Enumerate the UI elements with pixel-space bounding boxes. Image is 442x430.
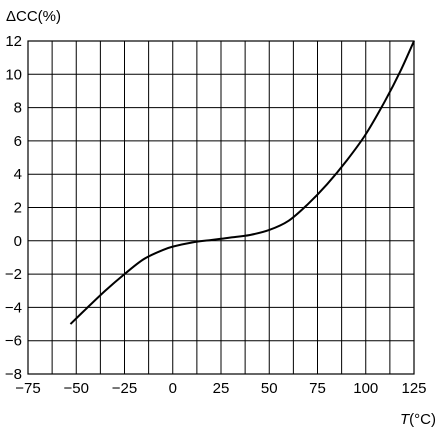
x-axis-unit: (°C) [409,411,436,428]
x-tick-labels: −75 −50 −25 0 25 50 75 100 125 [15,380,426,397]
series-line [69,40,415,325]
y-tick-label: 0 [14,233,22,250]
x-tick-label: −50 [64,380,89,397]
y-tick-label: 6 [14,133,22,150]
x-tick-label: 50 [261,380,278,397]
x-tick-label: 75 [309,380,326,397]
x-tick-label: 0 [169,380,177,397]
y-tick-label: 10 [5,66,22,83]
x-tick-label: 125 [401,380,426,397]
x-axis-label: T(°C) [400,411,436,428]
y-tick-label: −2 [5,266,22,283]
y-axis-label: ΔCC(%) [6,8,61,25]
y-tick-label: −4 [5,299,22,316]
y-tick-labels: −8 −6 −4 −2 0 2 4 6 8 10 12 [5,33,22,383]
y-tick-label: −6 [5,333,22,350]
x-tick-label: 25 [213,380,230,397]
y-tick-label: −8 [5,366,22,383]
x-tick-label: 100 [353,380,378,397]
y-tick-label: 12 [5,33,22,50]
x-tick-label: −25 [112,380,137,397]
y-tick-label: 8 [14,100,22,117]
grid [27,40,415,375]
x-axis-variable: T [400,411,411,428]
series-group [69,40,415,325]
x-tick-label: −75 [15,380,40,397]
y-tick-label: 2 [14,200,22,217]
plot-frame [27,40,415,375]
y-tick-label: 4 [14,166,22,183]
